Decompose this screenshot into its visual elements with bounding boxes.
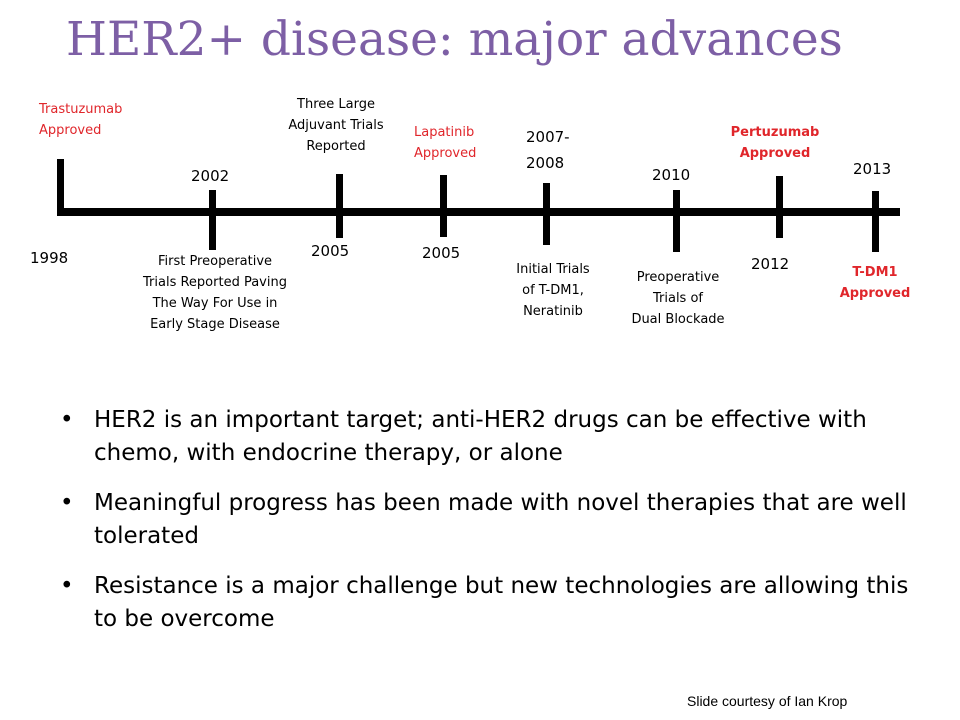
event-label-pertuzumab: Pertuzumab Approved — [730, 125, 820, 161]
event-year-2007-2008: 2007- 2008 — [526, 128, 570, 172]
slide-credit: Slide courtesy of Ian Krop — [687, 693, 848, 709]
timeline-tick-2005-lapatinib — [440, 175, 447, 237]
slide-title: HER2+ disease: major advances — [66, 12, 843, 67]
event-year-2010: 2010 — [652, 166, 691, 184]
event-label-tdm1-approved: T-DM1 Approved — [839, 265, 911, 301]
timeline-tick-1998 — [57, 159, 64, 211]
timeline-tick-2012 — [776, 176, 783, 238]
event-label-tdm1-neratinib: Initial Trials of T-DM1, Neratinib — [516, 262, 590, 319]
bullet-list: HER2 is an important target; anti-HER2 d… — [60, 404, 910, 653]
bullet-item: Resistance is a major challenge but new … — [60, 570, 910, 636]
event-year-2005-lapatinib: 2005 — [422, 244, 461, 262]
timeline-tick-2002 — [209, 190, 216, 250]
event-label-adjuvant-trials: Three Large Adjuvant Trials Reported — [288, 97, 384, 154]
event-label-dual-blockade: Preoperative Trials of Dual Blockade — [631, 270, 725, 327]
event-year-1998: 1998 — [30, 249, 69, 267]
timeline-tick-2010 — [673, 190, 680, 252]
timeline-axis — [57, 208, 900, 216]
event-year-2012: 2012 — [751, 255, 790, 273]
event-year-2002: 2002 — [191, 167, 230, 185]
timeline-tick-2005-adjuvant — [336, 174, 343, 238]
event-label-first-preoperative: First Preoperative Trials Reported Pavin… — [143, 254, 287, 332]
event-year-2013: 2013 — [853, 160, 892, 178]
timeline-tick-2007-2008 — [543, 183, 550, 245]
event-year-2005-adjuvant: 2005 — [311, 242, 350, 260]
event-label-trastuzumab: Trastuzumab Approved — [39, 102, 123, 138]
bullet-item: HER2 is an important target; anti-HER2 d… — [60, 404, 910, 470]
bullet-item: Meaningful progress has been made with n… — [60, 487, 910, 553]
timeline-tick-2013 — [872, 191, 879, 252]
event-label-lapatinib: Lapatinib Approved — [414, 125, 477, 161]
